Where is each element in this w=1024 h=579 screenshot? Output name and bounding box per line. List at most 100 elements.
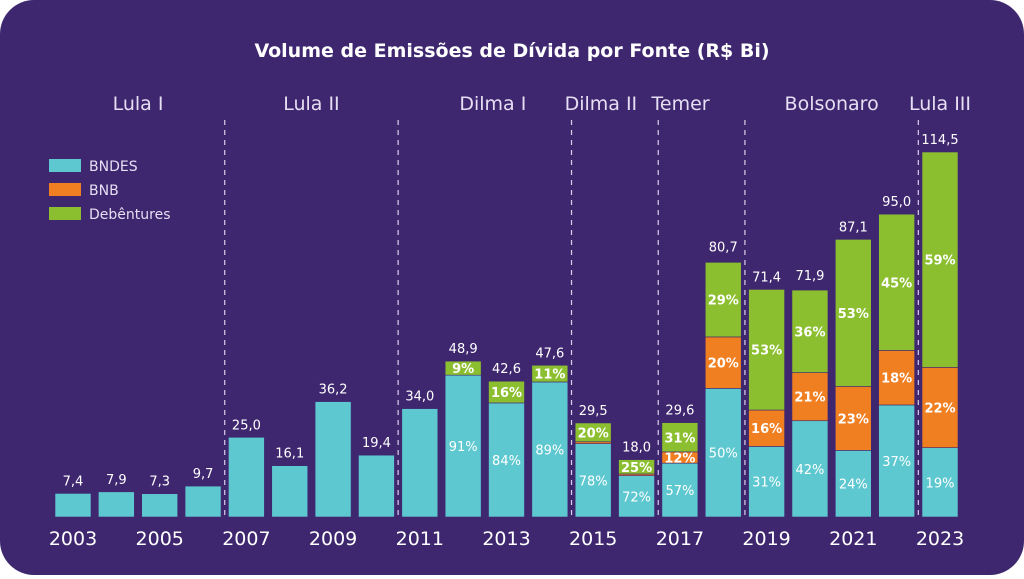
bar-2017: 57% 12% 31% 29,6 — [661, 404, 699, 518]
bar-segment-bndes — [574, 443, 612, 518]
total-label: 29,5 — [579, 404, 608, 419]
period-label: Dilma II — [565, 93, 638, 115]
segment-pct-label: 12% — [664, 452, 695, 467]
bar-segment-bndes — [921, 447, 959, 518]
total-label: 36,2 — [319, 383, 348, 398]
segment-pct-label: 20% — [578, 426, 609, 441]
legend-item-debêntures: Debêntures — [49, 207, 170, 223]
bar-segment-debêntures — [574, 422, 612, 443]
x-tick-label: 2015 — [569, 528, 617, 550]
bar-2009: 36,2 — [314, 383, 352, 518]
bar-2004: 7,9 — [98, 473, 135, 518]
bar-2021: 24% 23% 53% 87,1 — [834, 220, 872, 518]
segment-pct-label: 36% — [794, 325, 825, 340]
total-label: 7,9 — [106, 473, 127, 488]
x-tick-label: 2021 — [829, 528, 877, 550]
segment-pct-label: 29% — [708, 294, 739, 309]
bar-segment-debêntures — [661, 422, 699, 453]
x-tick-label: 2007 — [222, 528, 270, 550]
x-tick-label: 2005 — [136, 528, 184, 550]
bar-segment-bndes — [141, 493, 178, 518]
legend-swatch — [49, 159, 81, 172]
bar-2016: 72% 25% 18,0 — [618, 441, 655, 518]
legend-swatch — [49, 207, 81, 220]
segment-pct-label: 57% — [665, 484, 694, 499]
bar-2019: 31% 16% 53% 71,4 — [748, 270, 785, 518]
bar-2013: 84% 16% 42,6 — [488, 362, 525, 518]
x-tick-label: 2013 — [482, 528, 530, 550]
bar-segment-bndes — [488, 402, 525, 518]
bar-segment-bnb — [834, 386, 872, 451]
bar-segment-bndes — [704, 388, 742, 518]
bar-segment-bndes — [834, 450, 872, 518]
x-tick-label: 2003 — [49, 528, 97, 550]
total-label: 87,1 — [839, 220, 868, 235]
x-tick-label: 2009 — [309, 528, 357, 550]
bar-segment-bnb — [921, 367, 959, 448]
segment-pct-label: 25% — [621, 461, 652, 476]
total-label: 9,7 — [193, 467, 214, 482]
legend-label: Debêntures — [89, 207, 170, 223]
bar-segment-bndes — [271, 465, 309, 518]
segment-pct-label: 19% — [926, 476, 955, 491]
segment-pct-label: 24% — [839, 478, 868, 493]
bar-segment-bndes — [748, 446, 785, 518]
total-label: 19,4 — [362, 436, 391, 451]
bar-segment-bnb — [704, 336, 742, 389]
x-tick-label: 2011 — [396, 528, 444, 550]
bar-segment-bndes — [358, 454, 395, 518]
segment-pct-label: 84% — [492, 454, 521, 469]
x-tick-label: 2017 — [656, 528, 704, 550]
bar-2012: 91% 9% 48,9 — [444, 342, 482, 518]
total-label: 114,5 — [921, 133, 958, 148]
period-label: Temer — [651, 93, 710, 115]
bar-2020: 42% 21% 36% 71,9 — [791, 269, 829, 518]
segment-pct-label: 11% — [534, 368, 565, 383]
legend-item-bnb: BNB — [49, 183, 119, 199]
segment-pct-label: 53% — [838, 307, 869, 322]
bar-segment-bnb — [748, 409, 785, 447]
segment-pct-label: 72% — [622, 490, 651, 505]
bar-2023: 19% 22% 59% 114,5 — [921, 133, 959, 518]
segment-pct-label: 91% — [449, 440, 478, 455]
legend-item-bndes: BNDES — [49, 159, 138, 175]
bar-2015: 78% 20% 29,5 — [574, 404, 612, 518]
total-label: 80,7 — [709, 241, 738, 256]
period-label: Lula II — [283, 93, 339, 115]
bar-2003: 7,4 — [54, 474, 92, 518]
bar-segment-debêntures — [704, 262, 742, 338]
bar-2014: 89% 11% 47,6 — [531, 346, 569, 518]
total-label: 25,0 — [232, 418, 261, 433]
total-label: 47,6 — [535, 346, 564, 361]
bar-segment-bndes — [401, 408, 439, 518]
legend-label: BNB — [89, 183, 119, 199]
bar-segment-debêntures — [618, 459, 655, 475]
segment-pct-label: 59% — [924, 254, 955, 269]
segment-pct-label: 31% — [664, 431, 695, 446]
segment-pct-label: 18% — [881, 372, 912, 387]
total-label: 71,9 — [795, 269, 824, 284]
bar-segment-bnb — [878, 350, 915, 406]
bar-segment-debêntures — [878, 213, 915, 351]
bar-segment-bndes — [228, 437, 265, 518]
x-tick-label: 2019 — [742, 528, 790, 550]
bar-segment-bndes — [878, 404, 915, 518]
bar-segment-bndes — [791, 420, 829, 518]
bar-2022: 37% 18% 45% 95,0 — [878, 195, 915, 518]
segment-pct-label: 42% — [795, 463, 824, 478]
bar-2010: 19,4 — [358, 436, 395, 518]
bar-segment-bndes — [661, 462, 699, 518]
bar-segment-bndes — [54, 493, 92, 518]
segment-pct-label: 53% — [751, 344, 782, 359]
bar-segment-bnb — [791, 372, 829, 422]
total-label: 29,6 — [665, 404, 694, 419]
segment-pct-label: 21% — [794, 391, 825, 406]
segment-pct-label: 78% — [579, 474, 608, 489]
period-label: Lula III — [909, 93, 971, 115]
total-label: 48,9 — [449, 342, 478, 357]
x-tick-label: 2023 — [916, 528, 964, 550]
segment-pct-label: 31% — [752, 476, 781, 491]
bar-segment-bndes — [531, 381, 569, 518]
bar-2011: 34,0 — [401, 390, 439, 518]
